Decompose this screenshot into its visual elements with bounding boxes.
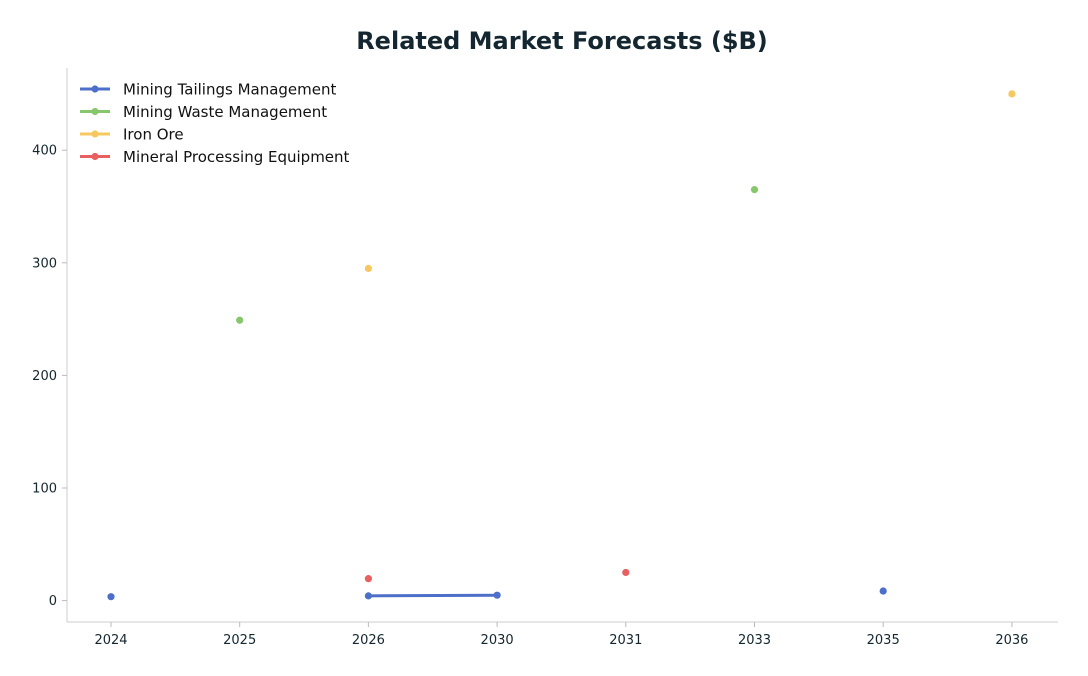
y-tick-label: 400 [32, 144, 57, 159]
x-tick-label: 2036 [995, 633, 1028, 648]
y-tick-label: 300 [32, 256, 57, 271]
legend-marker [91, 130, 99, 138]
data-point [1008, 90, 1016, 98]
series-line-segment [366, 593, 499, 598]
y-tick-label: 100 [32, 482, 57, 497]
x-axis-ticks: 2024 2025 2026 2030 2031 2033 2035 2036 [94, 622, 1028, 648]
data-point [364, 592, 372, 600]
x-tick-label: 2033 [738, 633, 771, 648]
x-tick-label: 2035 [867, 633, 900, 648]
legend: Mining Tailings Management Mining Waste M… [80, 81, 350, 166]
legend-label: Iron Ore [123, 126, 184, 144]
legend-marker [91, 152, 99, 161]
x-tick-label: 2024 [94, 633, 127, 648]
legend-marker [91, 85, 99, 93]
y-tick-label: 200 [32, 369, 57, 384]
data-point [364, 575, 372, 583]
series-lines [366, 593, 499, 598]
data-point [493, 591, 501, 599]
y-tick-label: 0 [49, 594, 57, 609]
data-point [236, 316, 244, 324]
y-axis-ticks: 0 100 200 300 400 [32, 144, 67, 609]
legend-marker [91, 107, 99, 116]
series-points [107, 90, 1016, 601]
legend-label: Mining Tailings Management [123, 81, 336, 99]
legend-label: Mineral Processing Equipment [123, 148, 350, 166]
legend-label: Mining Waste Management [123, 103, 327, 121]
x-tick-label: 2031 [609, 633, 642, 648]
data-point [879, 587, 887, 595]
data-point [364, 264, 372, 273]
data-point [750, 186, 759, 194]
data-point [107, 593, 115, 601]
chart-title: Related Market Forecasts ($B) [356, 27, 768, 55]
x-tick-label: 2026 [352, 633, 385, 648]
x-tick-label: 2030 [481, 633, 514, 648]
x-tick-label: 2025 [223, 633, 256, 648]
data-point [622, 568, 630, 577]
